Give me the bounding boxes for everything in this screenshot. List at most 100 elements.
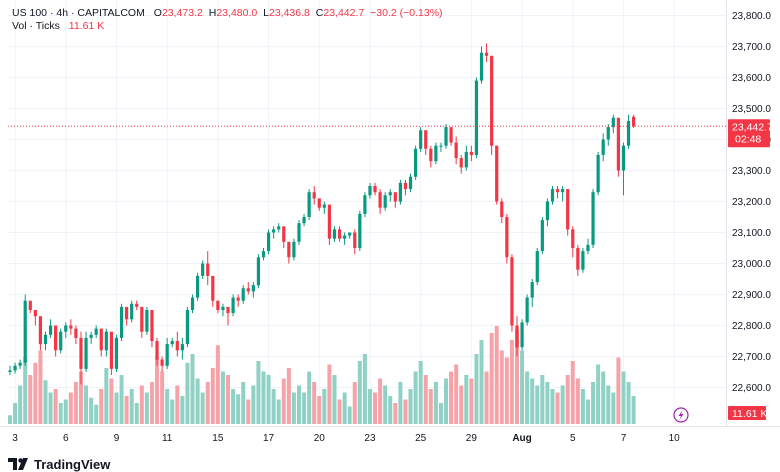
- candle-body: [606, 127, 610, 140]
- volume-bar: [53, 389, 58, 424]
- candle-body: [500, 201, 504, 217]
- time-tick-label: 5: [570, 433, 576, 444]
- candle-body: [419, 130, 423, 149]
- volume-bar: [149, 382, 154, 424]
- volume-bar: [124, 396, 129, 424]
- candle-body: [64, 325, 68, 332]
- candle-body: [231, 297, 235, 314]
- candle-body: [43, 334, 48, 345]
- candle-body: [454, 142, 458, 159]
- change-value: −30.2 (−0.13%): [370, 7, 443, 19]
- candle-body: [408, 176, 413, 190]
- volume-bar: [266, 375, 271, 424]
- volume-label[interactable]: Vol · Ticks: [12, 20, 60, 32]
- candle-body: [555, 189, 560, 193]
- volume-bar: [200, 392, 205, 424]
- volume-bar: [215, 345, 220, 424]
- volume-bar: [28, 375, 33, 424]
- candle-body: [348, 232, 352, 236]
- volume-bar: [373, 392, 378, 424]
- volume-bar: [104, 368, 109, 424]
- volume-bar: [139, 385, 144, 424]
- volume-bar: [236, 394, 241, 424]
- volume-bar: [545, 382, 550, 424]
- volume-bar: [185, 362, 190, 424]
- lightning-icon[interactable]: [673, 407, 689, 423]
- volume-bar: [144, 392, 149, 424]
- volume-bar: [596, 364, 601, 424]
- volume-bar: [291, 392, 296, 424]
- volume-bar: [525, 371, 530, 424]
- candle-body: [307, 192, 311, 217]
- candle-body: [621, 145, 626, 171]
- volume-bar: [403, 399, 408, 424]
- volume-bar: [190, 354, 195, 424]
- candle-body: [545, 201, 550, 221]
- volume-bar: [423, 375, 428, 424]
- candle-body: [444, 127, 448, 146]
- time-tick-label: 7: [621, 433, 627, 444]
- open-value: 23,473.2: [161, 7, 203, 19]
- candle-body: [505, 217, 509, 258]
- candle-body: [353, 232, 357, 248]
- volume-bar: [337, 399, 342, 424]
- candle-body: [312, 192, 316, 199]
- volume-bar: [585, 399, 590, 424]
- candle-body: [429, 148, 433, 162]
- chart-grid: [0, 0, 780, 427]
- volume-bar: [418, 361, 423, 424]
- price-axis[interactable]: 22,600.0 22,700.0 22,800.0 22,900.0 23,000.0…: [732, 11, 771, 394]
- volume-bar: [601, 371, 606, 424]
- candle-body: [236, 297, 240, 301]
- symbol-label[interactable]: US 100 · 4h · CAPITALCOM: [12, 7, 145, 19]
- volume-bar: [317, 396, 322, 424]
- volume-bar: [621, 371, 626, 424]
- candle-body: [8, 370, 12, 372]
- candle-body: [74, 328, 78, 338]
- volume-bar: [261, 371, 266, 424]
- candle-body: [343, 235, 347, 239]
- tradingview-logo[interactable]: TradingView: [8, 457, 110, 472]
- candle-body: [434, 145, 438, 162]
- candle-body: [135, 303, 139, 307]
- volume-bar: [449, 371, 454, 424]
- candle-body: [216, 300, 220, 310]
- time-axis[interactable]: 3 6 9 11 15 17 20 23 25 29 Aug 5 7 10: [12, 433, 680, 444]
- time-tick-label: 20: [314, 433, 326, 444]
- volume-bar: [530, 378, 535, 424]
- candle-body: [332, 229, 337, 239]
- candle-body: [449, 127, 453, 143]
- volume-bar: [322, 389, 327, 424]
- volume-bar: [540, 375, 545, 424]
- volume-bar: [631, 396, 636, 424]
- candle-body: [140, 306, 144, 332]
- volume-bar: [555, 392, 560, 424]
- candle-body: [525, 297, 529, 323]
- volume-bar: [84, 385, 89, 424]
- candle-body: [566, 189, 570, 230]
- bar-countdown-label: 02:48: [735, 133, 761, 145]
- volume-bar: [591, 382, 596, 424]
- candle-body: [530, 282, 534, 298]
- price-tick-label: 23,200.0: [732, 197, 771, 208]
- price-tick-label: 23,700.0: [732, 42, 771, 53]
- volume-bar: [114, 392, 119, 424]
- volume-bar: [575, 378, 580, 424]
- candle-body: [302, 217, 306, 224]
- candle-body: [393, 192, 397, 202]
- volume-bar: [73, 382, 78, 424]
- candle-body: [145, 310, 149, 332]
- volume-badge-label: 11.61 K: [732, 408, 767, 420]
- candle-body: [414, 148, 418, 177]
- volume-bar: [550, 389, 555, 424]
- volume-bar: [99, 389, 104, 424]
- time-tick-label: 10: [669, 433, 681, 444]
- volume-bar: [515, 329, 519, 424]
- volume-bar: [367, 389, 372, 424]
- candle-body: [581, 251, 585, 270]
- candle-body: [79, 337, 83, 369]
- volume-bar: [474, 354, 479, 424]
- volume-bar: [332, 375, 337, 424]
- candle-body: [266, 232, 271, 252]
